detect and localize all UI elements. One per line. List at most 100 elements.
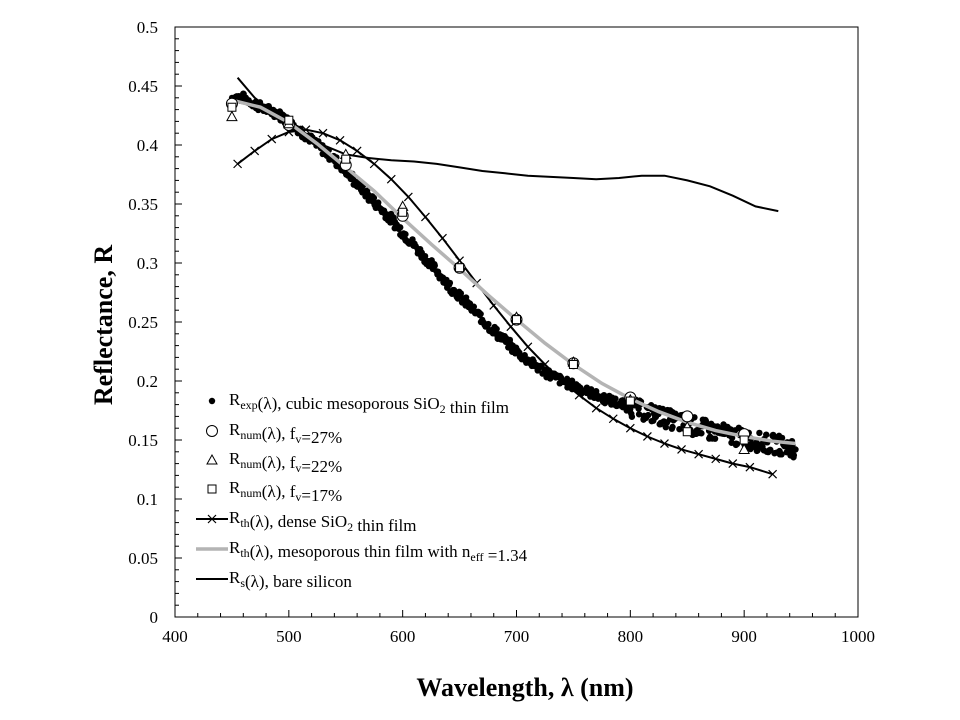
legend-label: Rnum(λ), fv=22% (229, 449, 342, 476)
legend-text-part: th (240, 546, 249, 560)
exp-data-point (778, 451, 785, 458)
dense-film-marker (625, 423, 635, 433)
legend-text-part: R (229, 478, 241, 497)
series-3 (227, 102, 749, 445)
legend-text-part: =27% (301, 428, 342, 447)
exp-data-point (628, 413, 636, 420)
x-tick-label: 600 (390, 627, 416, 646)
legend-dot-symbol (208, 397, 216, 405)
exp-data-point (676, 425, 683, 433)
square-marker (625, 396, 635, 406)
y-tick-label: 0.2 (137, 372, 158, 391)
legend-text-part: R (229, 568, 241, 587)
legend-text-part: =22% (301, 457, 342, 476)
y-tick-label: 0.5 (137, 18, 158, 37)
dense-film-marker (557, 376, 567, 386)
legend-text-part: =17% (301, 486, 342, 505)
series-1 (225, 97, 751, 441)
legend-text-part: thin film (353, 516, 416, 535)
dense-film-marker (728, 459, 738, 469)
y-tick-label: 0.15 (128, 431, 158, 450)
axis-ticks: 400 500 600 700 800 900 1000 0 0.05 0.1 0.15 0.2 0.2… (128, 18, 875, 646)
dense-film-marker (591, 403, 601, 413)
dense-film-marker (694, 449, 704, 459)
exp-data-point (669, 423, 676, 431)
x-axis-title: Wavelength, λ (nm) (416, 673, 633, 702)
legend-label: Rnum(λ), fv=17% (229, 478, 342, 505)
exp-data-point (612, 395, 619, 402)
square-marker (455, 263, 465, 273)
dense-film-marker (267, 134, 277, 144)
legend-text-part: (λ), cubic mesoporous SiO (258, 394, 440, 413)
y-tick-label: 0.1 (137, 490, 158, 509)
exp-data-point (493, 325, 500, 333)
legend-label: Rexp(λ), cubic mesoporous SiO2 thin film (229, 390, 509, 417)
legend-text-part: th (240, 516, 249, 530)
dense-film-curve (236, 128, 773, 476)
legend-text-part: R (229, 538, 241, 557)
legend-text-part: R (229, 390, 241, 409)
legend-text-part: R (229, 449, 241, 468)
square-marker (739, 435, 749, 445)
legend-item-3: Rnum(λ), fv=17% (207, 478, 342, 505)
series-5 (231, 98, 796, 446)
exp-data-point (792, 446, 799, 453)
legend-label: Rnum(λ), fv=27% (229, 420, 342, 447)
y-axis-title: Reflectance, R (89, 245, 118, 405)
legend: Rexp(λ), cubic mesoporous SiO2 thin film… (196, 390, 528, 591)
x-tick-label: 400 (162, 627, 188, 646)
y-tick-label: 0 (150, 608, 159, 627)
legend-item-0: Rexp(λ), cubic mesoporous SiO2 thin film (208, 390, 509, 417)
legend-text-part: (λ), bare silicon (245, 572, 352, 591)
legend-text-part: eff (470, 550, 483, 564)
mesoporous-curve (231, 98, 796, 446)
bare-silicon-curve (236, 77, 779, 213)
triangle-marker (226, 110, 238, 122)
y-tick-label: 0.35 (128, 195, 158, 214)
triangle-marker (738, 443, 751, 454)
y-tick-label: 0.25 (128, 313, 158, 332)
exp-data-point (702, 417, 710, 425)
exp-data-point (763, 431, 770, 438)
dense-film-marker (608, 414, 618, 424)
legend-text-part: (λ), mesoporous thin film with n (250, 542, 471, 561)
legend-text-part: =1.34 (484, 546, 528, 565)
dense-film-marker (438, 233, 447, 243)
legend-square-symbol (207, 484, 217, 494)
dense-film-marker (352, 146, 362, 156)
legend-label: Rth(λ), dense SiO2 thin film (229, 508, 416, 535)
legend-text-part: 2 (347, 520, 353, 534)
exp-data-point (756, 429, 763, 437)
dense-film-marker (369, 159, 379, 169)
exp-data-point (733, 440, 741, 448)
legend-text-part: v (295, 432, 301, 446)
legend-text-part: thin film (446, 398, 509, 417)
exp-data-point (644, 411, 652, 419)
y-tick-label: 0.4 (137, 136, 159, 155)
square-marker (341, 154, 351, 164)
exp-data-point (477, 310, 484, 318)
legend-item-1: Rnum(λ), fv=27% (206, 420, 342, 447)
legend-item-5: Rth(λ), mesoporous thin film with neff =… (196, 538, 528, 565)
x-tick-label: 900 (731, 627, 757, 646)
dense-film-marker (335, 135, 345, 145)
exp-data-point (431, 262, 438, 269)
legend-text-part: v (295, 461, 301, 475)
exp-data-point (370, 194, 378, 202)
exp-data-point (592, 387, 600, 395)
legend-text-part: R (229, 508, 241, 527)
legend-text-part: num (240, 428, 262, 442)
legend-x-symbol (207, 514, 217, 524)
legend-text-part: s (240, 576, 245, 590)
dense-film-marker (677, 445, 686, 454)
exp-data-point (402, 231, 409, 238)
legend-text-part: R (229, 420, 241, 439)
dense-film-marker (745, 462, 755, 472)
exp-data-point (387, 219, 394, 226)
dense-film-marker (318, 128, 328, 138)
exp-data-point (767, 446, 774, 453)
legend-triangle-symbol (206, 453, 218, 465)
exp-data-point (711, 435, 719, 442)
dense-film-marker (711, 454, 721, 464)
